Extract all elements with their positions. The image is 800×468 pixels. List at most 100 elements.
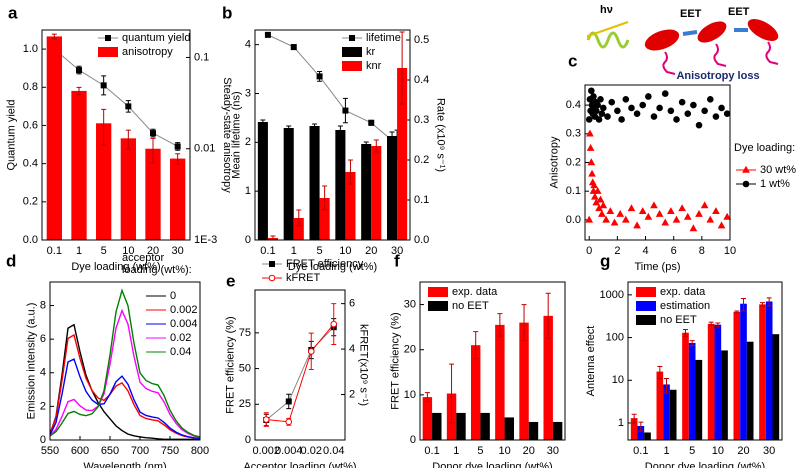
series-line <box>49 308 201 438</box>
bar <box>656 371 664 440</box>
marker <box>268 274 276 282</box>
y-tick-label: 1 <box>245 185 251 197</box>
marker <box>585 215 594 223</box>
marker <box>368 119 375 126</box>
y-tick-label: 3 <box>245 87 251 99</box>
y-tick-label: 0.6 <box>23 119 38 131</box>
marker <box>597 96 604 103</box>
error-bar <box>449 363 455 424</box>
error-bar <box>76 86 82 96</box>
plot-frame <box>41 29 191 241</box>
marker <box>667 107 675 115</box>
marker <box>590 181 599 189</box>
legend-label: kr <box>366 46 376 58</box>
x-tick-label: 650 <box>101 445 119 457</box>
x-tick-label: 0 <box>586 245 592 257</box>
legend-label: 1 wt% <box>760 178 790 190</box>
emission-arrow <box>713 43 727 67</box>
bar <box>519 322 529 440</box>
error-bar <box>296 209 302 227</box>
marker <box>587 158 596 166</box>
marker <box>594 101 601 109</box>
y-tick-label: 0.0 <box>23 234 38 246</box>
plot-frame <box>627 281 783 441</box>
x-tick-label: 700 <box>131 445 149 457</box>
marker <box>616 209 625 217</box>
y2-axis-label: kFRET(x10⁹ s⁻¹) <box>357 324 369 406</box>
bar <box>637 426 645 440</box>
error-bar <box>715 322 721 328</box>
bar <box>309 126 320 240</box>
y-axis-label: FRET efficiency (%) <box>225 316 237 413</box>
legend-label: lifetime <box>366 32 401 44</box>
marker <box>262 416 270 423</box>
x-tick-label: 30 <box>763 445 775 457</box>
marker <box>650 201 658 209</box>
diagram: hν EET EET Anisotropy loss <box>586 4 779 82</box>
marker <box>656 104 663 112</box>
legend-swatch <box>428 301 448 311</box>
x-tick-label: 2 <box>614 245 620 257</box>
marker <box>673 116 680 123</box>
marker <box>595 116 603 123</box>
y-tick-label: 0 <box>40 434 46 446</box>
marker <box>689 224 698 232</box>
marker <box>742 165 750 173</box>
marker <box>639 101 647 109</box>
x-tick-label: 1 <box>453 445 459 457</box>
x-axis-label: Time (ps) <box>634 261 680 273</box>
y-tick-label: 0.1 <box>566 185 581 197</box>
panel-letter: d <box>6 251 16 270</box>
marker <box>628 104 635 112</box>
bar <box>707 323 715 440</box>
diagram-label: EET <box>680 8 702 20</box>
marker <box>645 93 652 100</box>
marker <box>316 73 323 80</box>
error-bar <box>337 125 343 135</box>
y-tick-label: 2 <box>245 136 251 148</box>
bar <box>257 122 268 240</box>
light-arrow <box>587 21 629 40</box>
legend-title-line: loading (wt%): <box>122 264 192 276</box>
marker <box>598 209 606 217</box>
error-bar <box>734 310 740 314</box>
bar <box>145 148 161 240</box>
marker <box>105 35 111 41</box>
series-line <box>266 323 335 423</box>
bar <box>480 412 490 440</box>
bar <box>397 68 408 240</box>
x-tick-label: 10 <box>122 245 134 257</box>
marker <box>684 110 692 118</box>
marker <box>585 116 593 123</box>
x-tick-label: 4 <box>642 245 648 257</box>
y-tick-label: 1.0 <box>23 43 38 55</box>
panel-letter: a <box>8 3 18 22</box>
y2-axis-label: Rate (x10⁹ s⁻¹) <box>435 98 447 172</box>
marker <box>602 215 610 223</box>
y-axis-label: Mean lifetime (ns) <box>231 91 243 178</box>
bar <box>361 144 372 240</box>
y-tick-label: 4 <box>40 367 46 379</box>
x-tick-label: 20 <box>737 445 749 457</box>
y-axis-label: FRET efficiency (%) <box>390 312 402 409</box>
error-bar <box>363 141 369 147</box>
marker <box>592 107 600 115</box>
legend-label: kFRET <box>286 272 321 284</box>
y-tick-label: 0 <box>410 434 416 446</box>
bar <box>682 332 689 440</box>
bar <box>543 315 553 440</box>
x-axis-label: Donor dye loading (wt%) <box>645 461 765 468</box>
panel-letter: b <box>222 3 232 22</box>
x-tick-label: 5 <box>101 245 107 257</box>
y-axis-label: Emission intensity (a.u.) <box>26 303 38 420</box>
error-bar <box>497 313 503 337</box>
x-tick-label: 0.002 <box>252 445 280 457</box>
y2-tick-label: 0.5 <box>414 34 429 46</box>
legend-title-line: acceptor <box>122 252 167 264</box>
y-tick-label: 1000 <box>600 289 624 301</box>
y-tick-label: 0.2 <box>23 196 38 208</box>
diagram-label: EET <box>728 6 750 18</box>
marker <box>586 129 594 137</box>
marker <box>661 218 670 226</box>
x-tick-label: 20 <box>147 245 159 257</box>
